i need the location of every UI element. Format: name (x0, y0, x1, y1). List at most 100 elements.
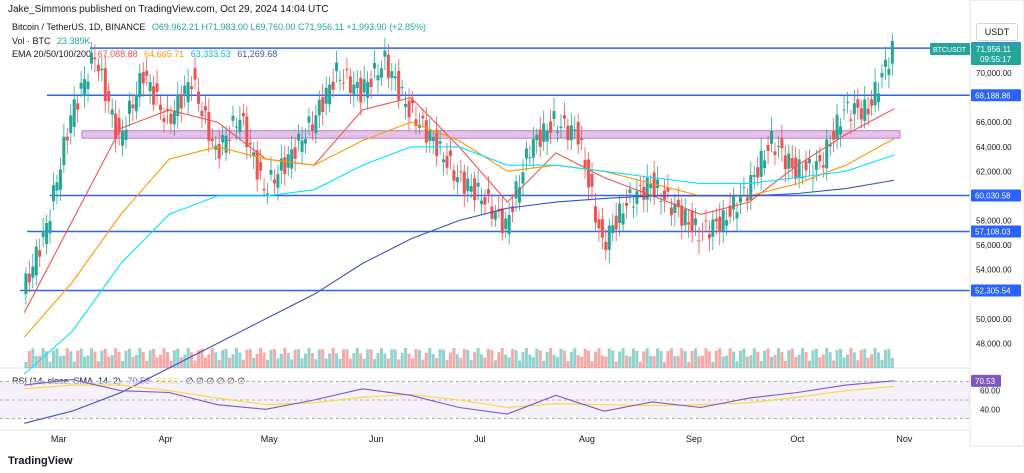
candle-body (459, 171, 463, 173)
candle-body (849, 119, 853, 121)
volume-bar (790, 348, 794, 368)
volume-bar (38, 355, 42, 368)
candle-body (431, 136, 435, 142)
volume-bar (338, 358, 342, 368)
candle-body (794, 157, 798, 179)
volume-bar (203, 357, 207, 368)
volume-bar (528, 354, 532, 368)
volume-bar (828, 352, 832, 368)
candle-body (856, 99, 860, 108)
level-price-label: 52,305.54 (975, 286, 1011, 295)
candle-body (348, 76, 352, 93)
candle-body (552, 111, 556, 119)
volume-bar (683, 351, 687, 368)
candle-body (62, 136, 66, 166)
volume-bar (587, 350, 591, 368)
ema-legend[interactable]: EMA 20/50/100/200 67,088.88 64,665.71 63… (12, 49, 281, 59)
volume-bar (656, 348, 660, 368)
symbol-title: Bitcoin / TetherUS, 1D, BINANCE (12, 22, 146, 32)
candle-body (366, 81, 370, 98)
volume-bar (48, 361, 52, 368)
candle-body (566, 125, 570, 141)
volume-bar (176, 348, 180, 368)
volume-bar (590, 361, 594, 368)
candle-body (58, 169, 62, 190)
symbol-tag (930, 42, 970, 55)
candle-body (721, 210, 725, 232)
candle-body (763, 160, 767, 169)
currency-selector[interactable]: USDT (976, 23, 1018, 41)
volume-bar (818, 357, 822, 368)
volume-bar (752, 348, 756, 368)
candle-body (283, 157, 287, 175)
last-price-label: 71,956.11 (976, 45, 1012, 54)
volume-bar (863, 348, 867, 368)
volume-bar (317, 349, 321, 368)
volume-bar (362, 358, 366, 368)
candle-body (86, 81, 90, 89)
volume-bar (183, 354, 187, 368)
candle-body (859, 108, 863, 120)
volume-bar (849, 348, 853, 368)
candle-body (587, 159, 591, 188)
candle-body (328, 84, 332, 105)
volume-bar (649, 355, 653, 368)
candle-body (79, 82, 83, 89)
volume-bar (96, 361, 100, 368)
candle-body (518, 187, 522, 203)
price-tick-label: 50,000.00 (976, 315, 1012, 324)
volume-bar (407, 353, 411, 368)
candle-body (504, 218, 508, 230)
candle-body (759, 150, 763, 177)
volume-bar (811, 350, 815, 368)
candle-body (383, 50, 387, 57)
candle-body (542, 123, 546, 142)
candle-body (321, 97, 325, 113)
ema-line (23, 96, 895, 313)
volume-bar (507, 357, 511, 368)
volume-bar (138, 348, 142, 368)
candle-body (573, 129, 577, 131)
resistance-zone (81, 130, 901, 139)
volume-bar (825, 348, 829, 368)
volume-bar (383, 353, 387, 368)
symbol-legend[interactable]: Bitcoin / TetherUS, 1D, BINANCE O69,962.… (12, 22, 430, 32)
candle-body (645, 177, 649, 200)
volume-bar (763, 350, 767, 368)
candle-body (448, 150, 452, 157)
candle-body (424, 120, 428, 143)
candle-body (828, 144, 832, 147)
volume-bar (459, 357, 463, 368)
candle-body (673, 203, 677, 213)
candle-body (331, 81, 335, 90)
volume-bar (435, 358, 439, 368)
candle-body (190, 86, 194, 90)
candle-body (697, 240, 701, 242)
candle-body (583, 159, 587, 170)
candle-body (238, 119, 242, 133)
candle-body (259, 162, 263, 171)
volume-bar (86, 355, 90, 368)
tradingview-logo[interactable]: TradingView (8, 455, 73, 467)
volume-bar (297, 349, 301, 368)
candle-body (877, 93, 881, 103)
ema-label: EMA 20/50/100/200 (12, 49, 92, 59)
volume-bar (887, 348, 891, 368)
candle-body (676, 199, 680, 208)
volume-bar (442, 349, 446, 368)
volume-bar (780, 351, 784, 368)
volume-bar (376, 353, 380, 368)
level-price-tag (971, 225, 1021, 238)
volume-bar (366, 349, 370, 368)
volume-bar (286, 352, 290, 368)
candle-body (807, 158, 811, 164)
rsi-tick-label: 40.00 (980, 405, 1001, 414)
volume-bar (103, 348, 107, 368)
volume-bar (814, 348, 818, 368)
x-tick-label: Oct (790, 434, 805, 444)
volume-legend[interactable]: Vol · BTC 23.389K (12, 36, 95, 46)
volume-bar (390, 349, 394, 368)
candle-body (200, 110, 204, 117)
candle-body (462, 171, 466, 194)
